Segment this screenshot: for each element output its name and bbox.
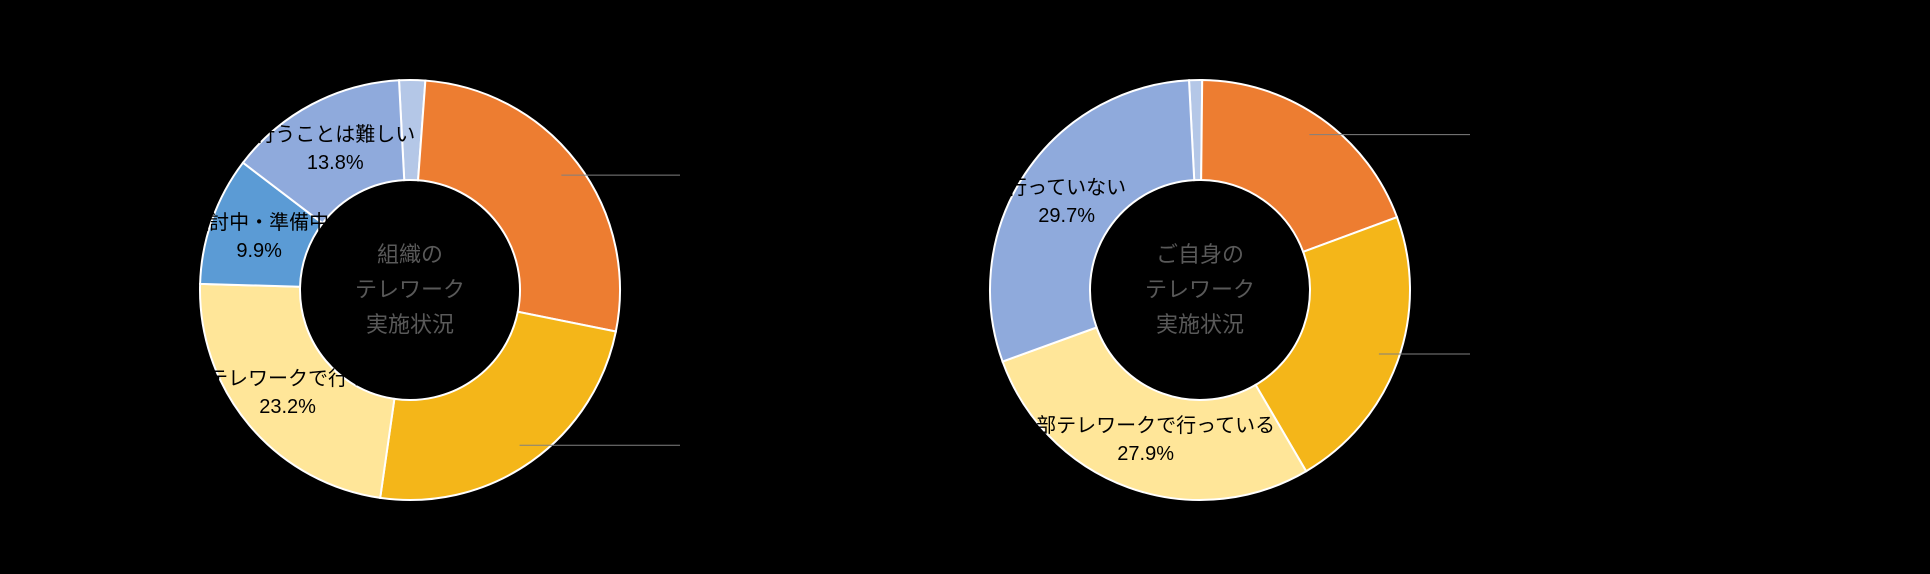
slice-label-line: 22.2% bbox=[1476, 354, 1775, 382]
slice bbox=[990, 80, 1194, 361]
donut-chart-self: ご自身のテレワーク実施状況その他1.0%ほぼ毎日テレワークで行っている19.2%… bbox=[920, 10, 1480, 570]
slice-label-line: 半分以上テレワークで行っている bbox=[1476, 326, 1775, 354]
donut-svg bbox=[130, 10, 690, 570]
donut-svg bbox=[920, 10, 1480, 570]
slice bbox=[1003, 327, 1307, 500]
slice-label-line: ほぼ毎日テレワークで行っている bbox=[1476, 107, 1775, 135]
slice bbox=[1201, 80, 1397, 252]
slice-label: 半分以上テレワークで行っている22.2% bbox=[1476, 326, 1775, 382]
donut-chart-org: 組織のテレワーク実施状況その他2.0%ほぼ全員がテレワークで行っている27.0%… bbox=[130, 10, 690, 570]
slice-label-line: 19.2% bbox=[1476, 135, 1775, 163]
slice bbox=[380, 312, 616, 500]
slice bbox=[200, 284, 394, 498]
slice bbox=[418, 81, 620, 332]
slice-label: ほぼ毎日テレワークで行っている19.2% bbox=[1476, 107, 1775, 163]
